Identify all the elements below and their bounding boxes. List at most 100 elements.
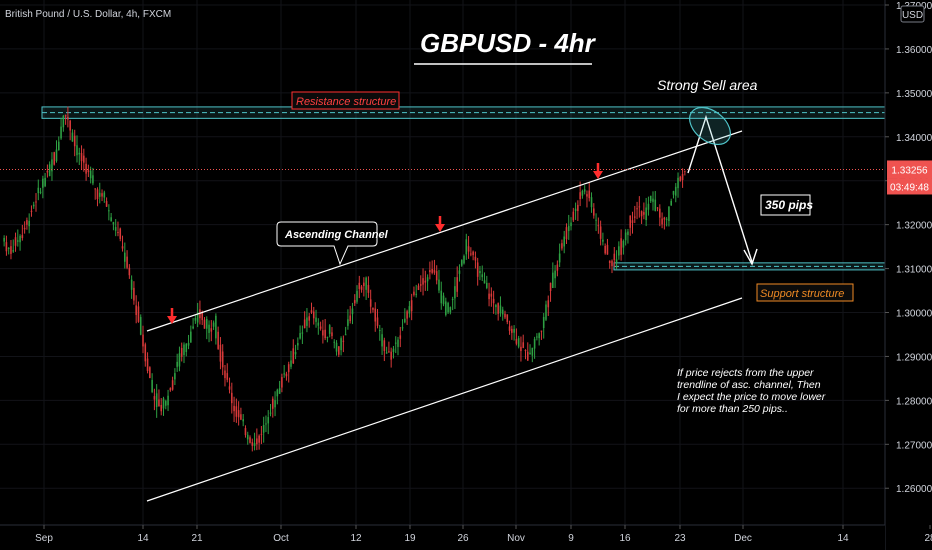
candle-body	[171, 380, 174, 390]
candle-body	[301, 332, 304, 334]
candle	[360, 285, 363, 293]
candle	[292, 339, 295, 365]
candle	[374, 302, 377, 332]
candle-body	[624, 232, 627, 241]
candle	[28, 213, 30, 234]
candle-body	[180, 348, 183, 357]
candle	[32, 201, 35, 209]
candle	[595, 213, 597, 232]
candle-body	[665, 218, 668, 220]
y-tick-label: 1.27000	[896, 440, 932, 451]
candle	[540, 330, 543, 340]
candle-body	[128, 267, 131, 276]
currency-badge[interactable]	[900, 5, 925, 23]
candle-body	[445, 301, 447, 315]
candle-body	[333, 341, 336, 343]
candle-body	[260, 433, 263, 435]
candle	[171, 376, 174, 391]
candle-body	[554, 270, 556, 279]
candle-body	[187, 342, 190, 346]
candle	[105, 197, 108, 207]
candle-body	[142, 334, 144, 347]
candle	[312, 306, 315, 325]
candle	[415, 284, 418, 298]
candle	[51, 152, 53, 181]
candle	[424, 270, 427, 291]
candle-body	[12, 250, 15, 252]
candle	[265, 415, 267, 433]
candle	[253, 432, 256, 451]
candle-body	[508, 326, 511, 331]
candle-body	[203, 319, 206, 329]
candle	[615, 250, 618, 270]
candle	[495, 303, 497, 315]
candle	[531, 347, 534, 363]
candle-body	[599, 226, 602, 239]
candle	[221, 344, 224, 376]
candle-body	[328, 325, 331, 334]
candle-body	[590, 197, 593, 208]
candle-body	[558, 253, 561, 263]
candle-body	[467, 246, 470, 252]
candle	[511, 325, 513, 340]
candle	[205, 316, 208, 340]
candle-body	[308, 316, 311, 321]
candle-body	[419, 284, 422, 286]
candle-body	[385, 352, 388, 354]
candle	[310, 302, 313, 314]
candle-body	[356, 290, 358, 302]
candle	[108, 204, 110, 221]
candle	[397, 336, 399, 356]
candle	[180, 342, 183, 362]
last-price-label: 1.33256	[891, 165, 928, 176]
candle-body	[42, 178, 44, 188]
candle-body	[124, 252, 126, 262]
candle	[381, 327, 383, 355]
candle-body	[556, 264, 559, 271]
candle-body	[178, 353, 181, 367]
candle	[394, 336, 397, 354]
candle-body	[162, 398, 165, 409]
candle-body	[319, 326, 322, 329]
candle	[42, 175, 44, 199]
candle-body	[522, 342, 525, 348]
candle-body	[652, 198, 654, 202]
candle	[92, 167, 94, 186]
x-tick-label: 14	[837, 533, 849, 544]
candle-body	[542, 316, 545, 329]
candle	[624, 229, 627, 246]
candle-body	[367, 284, 370, 293]
candle	[64, 114, 67, 125]
x-tick-label: 12	[350, 533, 362, 544]
candle-body	[265, 423, 267, 425]
candle	[30, 205, 33, 217]
candle	[80, 145, 83, 170]
candle-body	[581, 190, 584, 196]
candle	[465, 233, 468, 260]
candle-body	[338, 346, 340, 355]
candle	[119, 227, 122, 242]
candle	[574, 202, 577, 220]
candle	[299, 325, 301, 340]
candle	[283, 365, 285, 378]
candle-body	[561, 243, 563, 249]
candle	[46, 164, 49, 178]
candle-body	[460, 260, 463, 266]
candle-body	[235, 406, 238, 417]
candle-body	[169, 388, 172, 391]
candle	[267, 410, 270, 435]
candle	[449, 306, 452, 315]
candle-body	[324, 329, 326, 339]
candle	[215, 313, 217, 345]
candle	[258, 434, 260, 450]
candle-body	[465, 239, 468, 255]
x-tick-label: 26	[457, 533, 469, 544]
candle-body	[524, 350, 527, 352]
x-tick-label: 9	[568, 533, 574, 544]
candle-body	[194, 318, 197, 321]
candle	[290, 350, 292, 370]
pips-label-box	[760, 194, 811, 216]
candle	[549, 282, 552, 302]
candle-body	[440, 290, 443, 304]
